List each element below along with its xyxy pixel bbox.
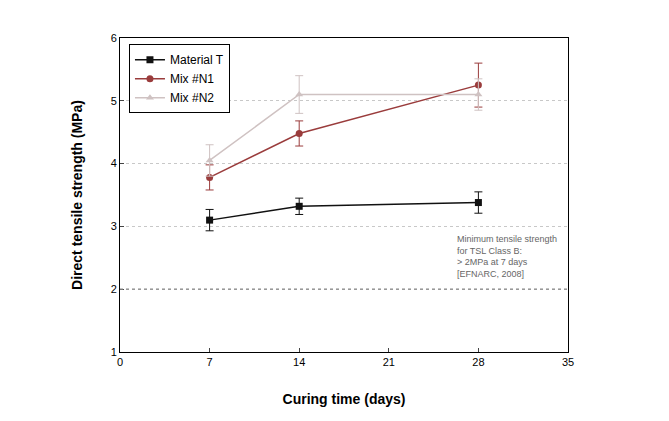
svg-text:1: 1	[111, 346, 117, 358]
svg-text:2: 2	[111, 283, 117, 295]
svg-text:35: 35	[562, 356, 574, 368]
svg-text:28: 28	[472, 356, 484, 368]
svg-text:21: 21	[383, 356, 395, 368]
svg-text:Mix #N2: Mix #N2	[170, 91, 214, 105]
svg-text:5: 5	[111, 95, 117, 107]
svg-text:3: 3	[111, 220, 117, 232]
svg-text:0: 0	[117, 356, 123, 368]
svg-text:6: 6	[111, 32, 117, 44]
svg-text:Direct tensile strength (MPa): Direct tensile strength (MPa)	[69, 100, 85, 290]
svg-text:14: 14	[293, 356, 305, 368]
svg-text:4: 4	[111, 157, 117, 169]
svg-text:Mix #N1: Mix #N1	[170, 72, 214, 86]
svg-text:7: 7	[207, 356, 213, 368]
svg-text:Curing time (days): Curing time (days)	[283, 391, 406, 407]
svg-text:Material T: Material T	[170, 53, 224, 67]
svg-text:Minimum tensile strengthfor TS: Minimum tensile strengthfor TSL Class B:…	[457, 234, 557, 279]
